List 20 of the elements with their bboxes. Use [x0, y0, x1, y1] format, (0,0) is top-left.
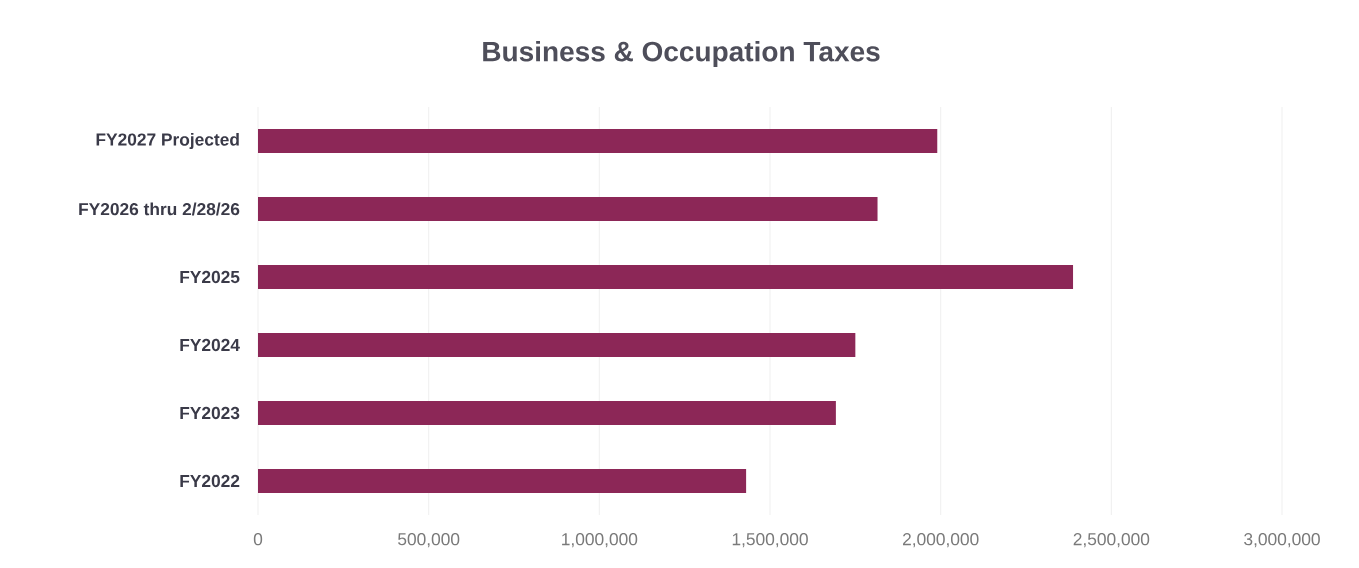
- y-tick-label: FY2025: [180, 270, 240, 284]
- bar: [258, 197, 878, 222]
- bar: [258, 401, 836, 426]
- bar: [258, 469, 747, 494]
- x-tick-label: 1,000,000: [562, 533, 638, 548]
- x-tick-label: 1,500,000: [732, 533, 808, 548]
- y-tick-label: FY2023: [180, 406, 240, 420]
- y-tick-label: FY2027 Projected: [96, 132, 239, 150]
- x-tick-label: 2,000,000: [903, 533, 979, 548]
- x-tick-label: 3,000,000: [1244, 533, 1320, 548]
- x-tick-label: 2,500,000: [1073, 533, 1150, 548]
- bar: [258, 333, 856, 357]
- y-tick-label: FY2026 thru 2/28/26: [79, 202, 240, 216]
- x-tick-label: 0: [253, 533, 263, 546]
- x-tick-label: 500,000: [398, 533, 460, 548]
- chart-title: Business & Occupation Taxes: [483, 40, 880, 68]
- y-tick-label: FY2022: [180, 474, 240, 488]
- y-tick-label: FY2024: [180, 338, 240, 352]
- bar: [258, 265, 1074, 290]
- bar: [258, 129, 938, 154]
